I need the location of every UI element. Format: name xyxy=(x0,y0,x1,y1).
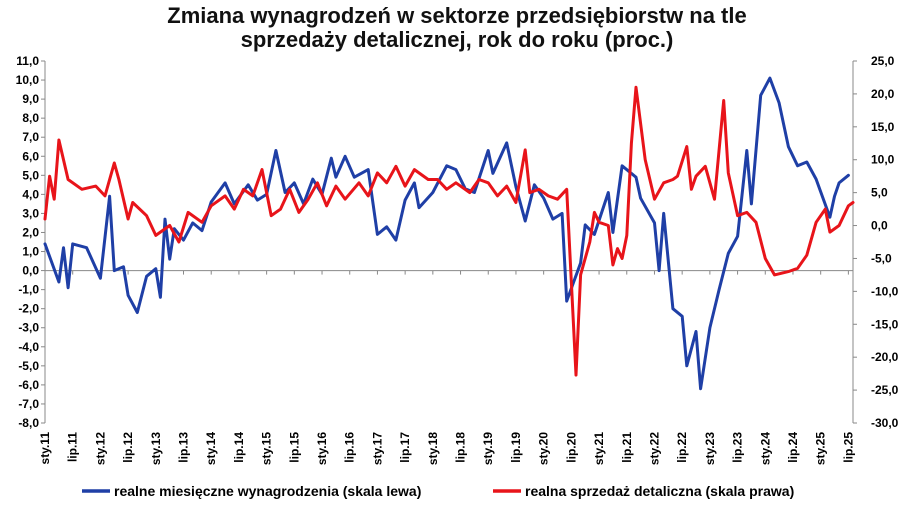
right-tick-label: -15,0 xyxy=(871,317,899,331)
left-tick-label: 3,0 xyxy=(22,206,39,220)
x-tick-label: lip.24 xyxy=(786,432,800,463)
x-tick-label: sty.18 xyxy=(426,432,440,465)
x-tick-label: sty.24 xyxy=(758,432,772,465)
x-tick-label: lip.19 xyxy=(509,432,523,463)
left-tick-label: 9,0 xyxy=(22,92,39,106)
x-tick-label: sty.16 xyxy=(315,432,329,465)
right-tick-label: -5,0 xyxy=(871,251,892,265)
left-tick-label: 10,0 xyxy=(16,73,40,87)
left-y-axis: 11,0 10,0 9,0 8,0 7,0 6,0 5,0 4,0 3,0 2,0 1,0 0,0 -1… xyxy=(16,54,46,430)
x-tick-label: lip.12 xyxy=(121,432,135,463)
x-tick-label: lip.11 xyxy=(66,432,80,462)
left-tick-label: 8,0 xyxy=(22,111,39,125)
right-tick-label: 5,0 xyxy=(871,186,888,200)
right-tick-label: 0,0 xyxy=(871,219,888,233)
x-tick-label: lip.25 xyxy=(841,432,855,463)
left-tick-label: -5,0 xyxy=(18,359,39,373)
legend: realne miesięczne wynagrodzenia (skala l… xyxy=(82,483,794,499)
x-tick-label: sty.17 xyxy=(370,432,384,465)
left-tick-label: -3,0 xyxy=(18,321,39,335)
x-tick-label: lip.20 xyxy=(564,432,578,463)
left-tick-label: 5,0 xyxy=(22,168,39,182)
series-line-retail-sales xyxy=(43,85,855,377)
right-tick-label: 25,0 xyxy=(871,54,895,68)
left-tick-label: -1,0 xyxy=(18,283,39,297)
series-layer xyxy=(43,76,855,391)
legend-label-retail-sales: realna sprzedaż detaliczna (skala prawa) xyxy=(525,483,794,499)
x-tick-label: lip.21 xyxy=(620,432,634,463)
left-tick-label: 6,0 xyxy=(22,149,39,163)
chart-title-line-1: Zmiana wynagrodzeń w sektorze przedsiębi… xyxy=(167,3,747,28)
left-tick-label: -8,0 xyxy=(18,416,39,430)
right-tick-label: 15,0 xyxy=(871,120,895,134)
series-line-wages xyxy=(43,76,850,391)
left-tick-label: -7,0 xyxy=(18,397,39,411)
x-tick-label: sty.12 xyxy=(93,432,107,465)
x-axis: sty.11 lip.11 sty.12 lip.12 sty.13 lip.13 sty.… xyxy=(38,270,855,465)
x-tick-label: lip.14 xyxy=(232,432,246,463)
x-tick-label: lip.15 xyxy=(287,432,301,463)
left-tick-label: -6,0 xyxy=(18,378,39,392)
right-y-axis: 25,0 20,0 15,0 10,0 5,0 0,0 -5,0 -10,0 -15,0 -20,… xyxy=(852,54,899,430)
x-tick-label: sty.15 xyxy=(260,432,274,465)
right-tick-label: -30,0 xyxy=(871,416,899,430)
x-tick-label: lip.23 xyxy=(731,432,745,463)
left-tick-label: 0,0 xyxy=(22,264,39,278)
left-tick-label: 1,0 xyxy=(22,245,39,259)
chart-title-line-2: sprzedaży detalicznej, rok do roku (proc… xyxy=(240,27,674,52)
x-tick-label: sty.20 xyxy=(537,432,551,465)
right-tick-label: 20,0 xyxy=(871,87,895,101)
x-tick-label: lip.22 xyxy=(675,432,689,463)
x-tick-label: sty.25 xyxy=(814,432,828,465)
left-tick-label: 7,0 xyxy=(22,130,39,144)
left-tick-label: 4,0 xyxy=(22,187,39,201)
left-tick-label: -2,0 xyxy=(18,302,39,316)
left-tick-label: -4,0 xyxy=(18,340,39,354)
x-tick-label: lip.18 xyxy=(454,432,468,463)
x-tick-label: sty.14 xyxy=(204,432,218,465)
x-tick-label: sty.23 xyxy=(703,432,717,465)
x-tick-label: sty.19 xyxy=(481,432,495,465)
x-tick-label: sty.13 xyxy=(149,432,163,465)
x-tick-label: sty.11 xyxy=(38,432,52,465)
x-tick-label: lip.13 xyxy=(177,432,191,463)
right-tick-label: -20,0 xyxy=(871,350,899,364)
legend-label-wages: realne miesięczne wynagrodzenia (skala l… xyxy=(114,483,421,499)
x-tick-label: lip.17 xyxy=(398,432,412,463)
right-tick-label: -10,0 xyxy=(871,284,899,298)
left-tick-label: 2,0 xyxy=(22,225,39,239)
x-tick-label: sty.21 xyxy=(592,432,606,465)
x-tick-label: sty.22 xyxy=(647,432,661,465)
left-tick-label: 11,0 xyxy=(16,54,39,68)
right-tick-label: 10,0 xyxy=(871,153,895,167)
x-tick-label: lip.16 xyxy=(343,432,357,463)
right-tick-label: -25,0 xyxy=(871,383,899,397)
